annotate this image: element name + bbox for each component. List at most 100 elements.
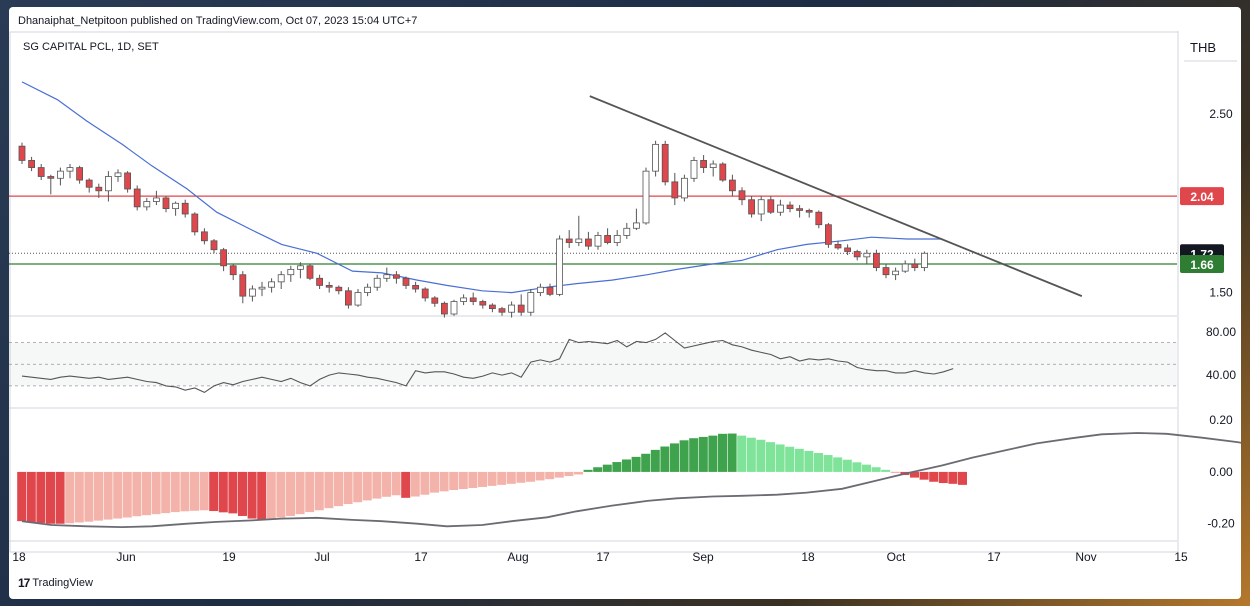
candle-body — [220, 249, 228, 267]
candle-body — [537, 286, 544, 293]
candle-body — [585, 238, 592, 247]
macd-histogram-bar — [209, 471, 219, 512]
macd-histogram-bar — [286, 471, 295, 516]
tradingview-logo-icon: 17 — [18, 576, 30, 590]
support-price-tag-bg — [1180, 255, 1224, 273]
candle-body — [248, 288, 256, 297]
candle-body — [402, 277, 410, 286]
candle-body — [200, 231, 208, 242]
macd-histogram-bar — [74, 471, 84, 523]
macd-histogram-bar — [602, 464, 612, 472]
macd-histogram-bar — [842, 459, 852, 472]
candle-body — [777, 204, 784, 213]
candle-body — [604, 235, 611, 243]
macd-histogram-bar — [430, 471, 439, 493]
candle-body — [738, 190, 746, 201]
macd-histogram-bar — [958, 471, 967, 485]
time-axis[interactable]: 18 Jun 19 Jul 17 Aug 17 Sep 18 Oct 17 Nov 15 — [12, 550, 1188, 564]
candle-body — [729, 179, 736, 192]
macd-histogram-bar — [871, 467, 881, 472]
macd-histogram-bar — [775, 444, 785, 472]
macd-histogram-bar — [631, 456, 641, 472]
macd-histogram-bar — [65, 471, 75, 524]
candle-body — [796, 208, 803, 211]
candle-body — [565, 238, 573, 243]
macd-histogram-bar — [660, 446, 670, 472]
trendline[interactable] — [589, 95, 1083, 297]
macd-histogram-bar — [497, 471, 507, 485]
time-tick-label: Oct — [887, 550, 906, 564]
macd-histogram-bar — [170, 471, 180, 513]
candle-body — [258, 286, 266, 290]
macd-histogram-bar — [862, 464, 871, 472]
candle-body — [911, 263, 919, 268]
candle-body — [921, 252, 928, 268]
candle-body — [181, 202, 189, 215]
candle-body — [834, 243, 842, 249]
macd-histogram-bar — [487, 471, 497, 486]
candle-body — [853, 251, 861, 258]
macd-histogram-bar — [564, 471, 574, 477]
macd-histogram-bar — [238, 471, 247, 516]
macd-tick-label: -0.20 — [1207, 517, 1235, 531]
rsi-line — [21, 332, 954, 394]
price-axis-ticks: 2.50 1.50 — [1209, 107, 1233, 300]
macd-histogram-bar — [727, 433, 737, 472]
candle-body — [316, 277, 324, 286]
candle-body — [748, 199, 755, 215]
time-tick-label: 17 — [414, 550, 428, 564]
macd-histogram-bar — [343, 471, 353, 505]
candle-body — [873, 252, 880, 268]
candle-body — [469, 297, 477, 302]
candle-body — [460, 297, 468, 302]
chart-svg[interactable]: SG CAPITAL PCL, 1D, SET THB 2.50 1.50 2.0… — [9, 31, 1241, 591]
macd-histogram-bar — [622, 459, 631, 472]
macd-histogram-bar — [670, 443, 679, 472]
candle-body — [690, 160, 698, 179]
resistance-price-tag-bg — [1180, 187, 1224, 206]
candle-body — [143, 201, 151, 208]
support-price-tag: 1.66 — [1190, 258, 1214, 272]
macd-histogram-bar — [574, 471, 583, 475]
time-tick-label: Sep — [692, 550, 714, 564]
candle-body — [392, 274, 400, 279]
rsi-tick-label: 40.00 — [1206, 368, 1236, 382]
time-tick-label: 18 — [801, 550, 815, 564]
candle-body — [325, 285, 333, 288]
macd-tick-label: 0.20 — [1209, 413, 1233, 427]
candle-body — [623, 227, 631, 236]
candle-body — [671, 181, 679, 199]
macd-histogram-bar — [362, 471, 372, 501]
brand[interactable]: 17 TradingView — [18, 576, 93, 590]
macd-histogram-bar — [420, 471, 430, 495]
moving-average-line — [21, 81, 943, 294]
macd-histogram-bar — [938, 471, 948, 484]
candle-body — [239, 274, 247, 297]
time-tick-label: 17 — [987, 550, 1001, 564]
macd-histogram-bar — [881, 469, 891, 472]
currency-label[interactable]: THB — [1190, 40, 1216, 55]
macd-histogram-bar — [94, 471, 103, 521]
time-tick-label: Jun — [116, 550, 135, 564]
macd-histogram-bar — [218, 471, 228, 513]
candle-body — [488, 304, 496, 310]
candle-body — [556, 238, 563, 295]
brand-name: TradingView — [32, 577, 93, 589]
candle-body — [825, 224, 832, 245]
candle-body — [450, 301, 458, 315]
candle-body — [306, 265, 314, 279]
candle-body — [892, 270, 899, 276]
macd-histogram-bar — [718, 433, 727, 472]
price-tick-label: 1.50 — [1209, 286, 1233, 300]
candle-body — [162, 197, 170, 210]
macd-histogram-bar — [545, 471, 555, 480]
candle-body — [85, 179, 93, 188]
macd-histogram-bar — [257, 471, 267, 520]
candle-body — [383, 274, 391, 279]
candle-body — [546, 286, 554, 295]
candle-body — [575, 238, 583, 243]
candle-body — [767, 199, 775, 213]
macd-histogram-bar — [122, 471, 132, 518]
rsi-tick-label: 80.00 — [1206, 325, 1236, 339]
chart-card: Dhanaiphat_Netpitoon published on Tradin… — [9, 7, 1241, 599]
